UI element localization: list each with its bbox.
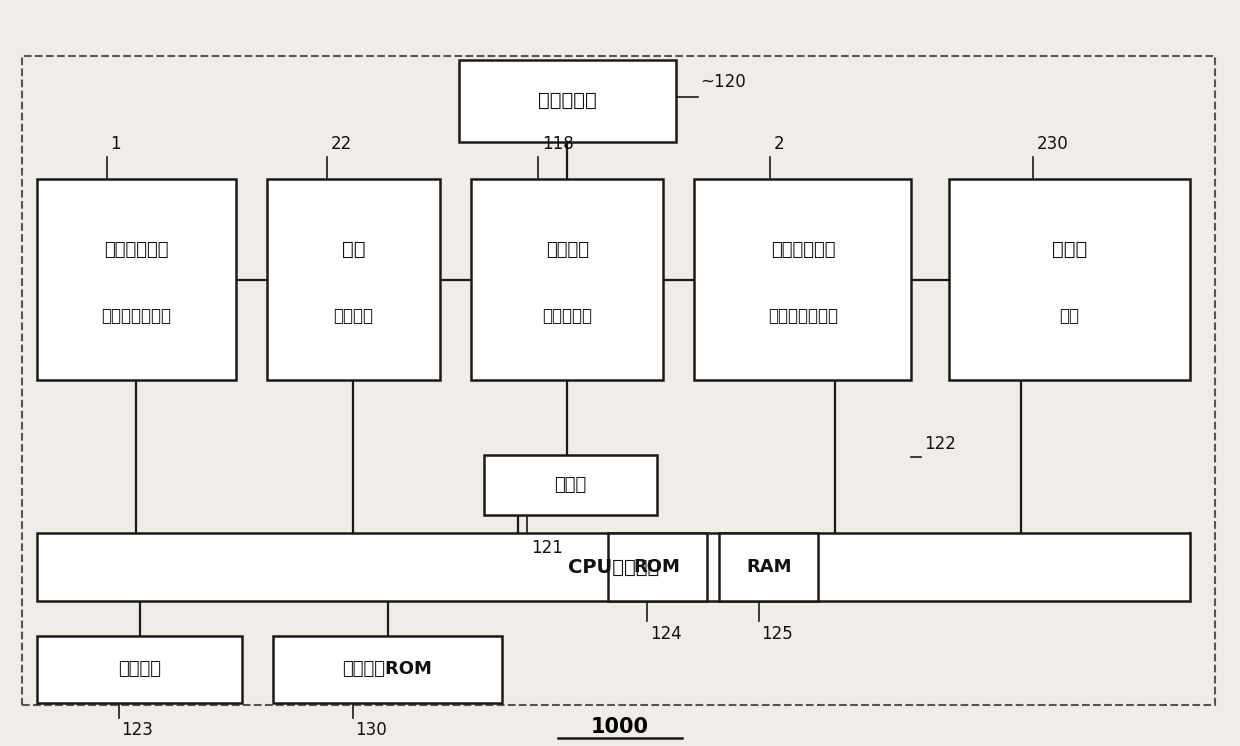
Text: RAM: RAM — [746, 558, 791, 576]
Text: 图像数据: 图像数据 — [546, 240, 589, 259]
Text: 图像: 图像 — [342, 240, 365, 259]
Bar — [37, 636, 242, 703]
Bar — [484, 455, 657, 515]
Text: 118: 118 — [542, 135, 574, 153]
Bar — [719, 533, 818, 601]
Text: 130: 130 — [356, 721, 387, 739]
Text: CPU电路单元: CPU电路单元 — [568, 557, 660, 577]
Text: 图像记录单元: 图像记录单元 — [770, 240, 836, 259]
Bar — [608, 533, 707, 601]
Text: 22: 22 — [331, 135, 352, 153]
Text: 页处理: 页处理 — [1052, 240, 1087, 259]
Text: 字符数据ROM: 字符数据ROM — [342, 660, 433, 678]
Text: 124: 124 — [650, 625, 682, 643]
Bar — [273, 636, 502, 703]
Text: 1000: 1000 — [591, 718, 649, 737]
Text: ROM: ROM — [634, 558, 681, 576]
Text: 图像存储器: 图像存储器 — [538, 91, 596, 110]
Text: 1: 1 — [110, 135, 122, 153]
Bar — [37, 179, 236, 380]
Text: 处理单元: 处理单元 — [334, 307, 373, 325]
Text: 121: 121 — [531, 539, 563, 557]
Text: 图像读取单元: 图像读取单元 — [104, 240, 169, 259]
Text: 122: 122 — [924, 435, 956, 453]
Text: 选择器电路: 选择器电路 — [542, 307, 593, 325]
Bar — [267, 179, 440, 380]
Text: （读取器单元）: （读取器单元） — [102, 307, 171, 325]
Bar — [694, 179, 911, 380]
Bar — [471, 179, 663, 380]
Text: 123: 123 — [122, 721, 154, 739]
Text: ~120: ~120 — [701, 72, 746, 90]
Text: 125: 125 — [761, 625, 794, 643]
Text: 操作单元: 操作单元 — [118, 660, 161, 678]
Bar — [459, 60, 676, 142]
Text: 230: 230 — [1037, 135, 1069, 153]
Text: 单元: 单元 — [1059, 307, 1080, 325]
Bar — [22, 56, 1215, 705]
Text: 2: 2 — [774, 135, 785, 153]
Bar — [37, 533, 1190, 601]
Bar — [949, 179, 1190, 380]
Text: 连接器: 连接器 — [554, 476, 587, 494]
Text: （打印机单元）: （打印机单元） — [768, 307, 838, 325]
